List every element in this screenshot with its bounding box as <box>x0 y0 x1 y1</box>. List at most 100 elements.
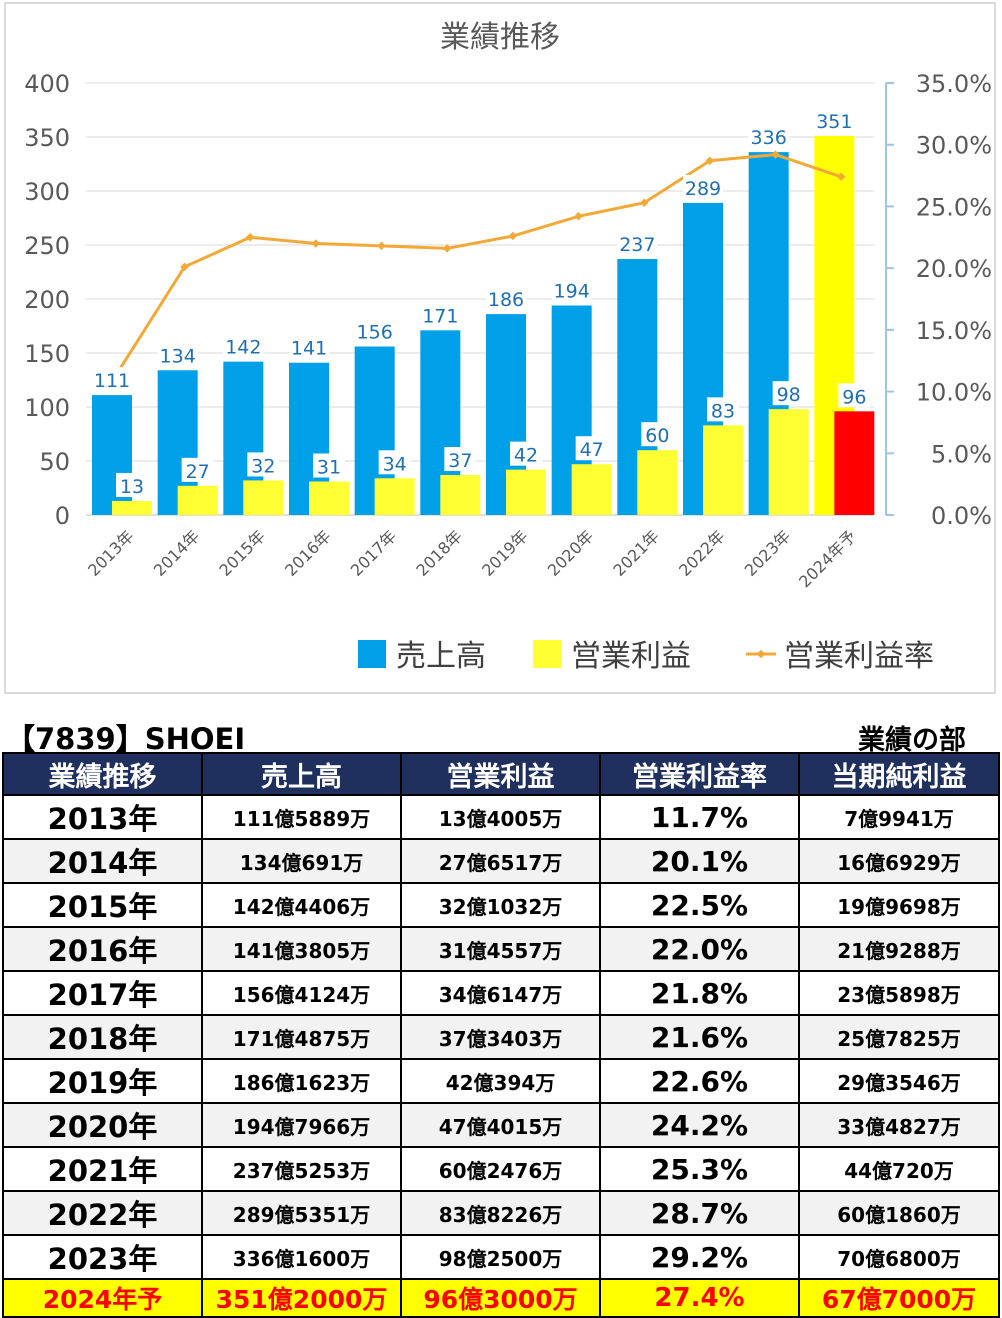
sales-data-label-bg <box>289 334 329 359</box>
operating-profit-data-label: 34 <box>383 453 407 475</box>
y-left-tick-label: 400 <box>24 70 70 98</box>
operating-profit-data-label-bg <box>510 441 542 466</box>
sales-data-label-bg <box>814 107 855 132</box>
operating-profit-bar <box>177 485 218 515</box>
operating-margin-point <box>311 239 321 248</box>
sales-data-label: 351 <box>816 111 852 133</box>
operating-margin-point <box>245 233 255 242</box>
x-tick-label: 2016年 <box>281 526 335 580</box>
table-row: 2014年 134億691万 27億6517万 20.1% 16億6929万 <box>2 838 1000 884</box>
y-right-tick-label: 30.0% <box>916 132 992 160</box>
y-left-tick-label: 50 <box>39 448 70 476</box>
net-income-cell: 23億5898万 <box>798 970 1000 1016</box>
sales-cell: 134億691万 <box>201 838 402 884</box>
operating-profit-cell: 37億3403万 <box>400 1014 601 1060</box>
sales-data-label: 171 <box>422 305 458 327</box>
net-income-cell: 44億720万 <box>798 1146 1000 1192</box>
net-income-cell: 67億7000万 <box>798 1278 1000 1318</box>
operating-profit-data-label: 60 <box>645 425 669 447</box>
section-label: 業績の部 <box>858 725 966 756</box>
operating-profit-data-label-bg <box>247 452 280 477</box>
sales-cell: 141億3805万 <box>201 926 402 972</box>
operating-profit-bar <box>440 475 481 515</box>
operating-margin-cell: 20.1% <box>599 838 800 884</box>
sales-data-label-bg <box>223 333 264 358</box>
operating-margin-cell: 22.6% <box>599 1058 800 1104</box>
operating-profit-data-label: 37 <box>448 450 472 472</box>
header-operating-margin: 営業利益率 <box>599 752 800 796</box>
operating-profit-bar <box>309 481 349 515</box>
x-tick-label: 2020年 <box>544 526 598 580</box>
operating-profit-cell: 31億4557万 <box>400 926 601 972</box>
y-right-tick-label: 20.0% <box>916 255 992 283</box>
sales-cell: 237億5253万 <box>201 1146 402 1192</box>
sales-cell: 336億1600万 <box>201 1234 402 1280</box>
table-row: 2018年 171億4875万 37億3403万 21.6% 25億7825万 <box>2 1014 1000 1060</box>
sales-cell: 351億2000万 <box>201 1278 402 1318</box>
sales-data-label-bg <box>486 286 526 311</box>
y-left-tick-label: 250 <box>24 232 70 260</box>
operating-margin-cell: 21.6% <box>599 1014 800 1060</box>
y-left-tick-label: 300 <box>24 178 70 206</box>
net-income-cell: 60億1860万 <box>798 1190 1000 1236</box>
x-tick-label: 2023年 <box>741 526 795 580</box>
year-cell: 2022年 <box>2 1190 203 1236</box>
company-ticker: 【7839】SHOEI <box>6 722 246 756</box>
x-tick-label: 2014年 <box>150 526 204 580</box>
x-tick-label: 2017年 <box>347 526 401 580</box>
table-row: 2021年 237億5253万 60億2476万 25.3% 44億720万 <box>2 1146 1000 1192</box>
header-operating-profit: 営業利益 <box>400 752 601 796</box>
operating-margin-point <box>574 212 583 221</box>
operating-profit-cell: 96億3000万 <box>400 1278 601 1318</box>
operating-profit-bar <box>637 450 678 515</box>
net-income-cell: 33億4827万 <box>798 1102 1000 1148</box>
sales-data-label-bg <box>551 277 592 302</box>
operating-margin-point <box>180 262 189 272</box>
y-left-tick-label: 100 <box>24 394 70 422</box>
operating-profit-data-label: 27 <box>186 461 210 483</box>
sales-data-label-bg <box>617 231 658 256</box>
y-right-tick-label: 5.0% <box>931 440 992 468</box>
net-income-cell: 19億9698万 <box>798 882 1000 928</box>
header-sales: 売上高 <box>201 752 402 796</box>
operating-profit-bar <box>243 480 284 515</box>
operating-profit-cell: 27億6517万 <box>400 838 601 884</box>
y-right-tick-label: 35.0% <box>916 70 992 98</box>
operating-profit-data-label: 83 <box>711 400 735 422</box>
x-tick-label: 2024年予 <box>795 526 860 591</box>
sales-cell: 111億5889万 <box>201 794 402 840</box>
sales-data-label: 237 <box>619 234 655 256</box>
legend-marker-operating-margin <box>756 649 766 659</box>
operating-profit-bar <box>703 425 743 515</box>
table-header-row: 業績推移 売上高 営業利益 営業利益率 当期純利益 <box>2 752 1000 796</box>
operating-profit-cell: 98億2500万 <box>400 1234 601 1280</box>
sales-data-label: 142 <box>225 337 261 359</box>
year-cell: 2013年 <box>2 794 203 840</box>
operating-profit-cell: 42億394万 <box>400 1058 601 1104</box>
x-tick-label: 2021年 <box>609 526 663 580</box>
net-income-cell: 29億3546万 <box>798 1058 1000 1104</box>
operating-profit-data-label: 32 <box>251 455 275 477</box>
operating-profit-data-label: 98 <box>777 384 801 406</box>
year-cell: 2017年 <box>2 970 203 1016</box>
sales-data-label: 156 <box>357 322 393 344</box>
sales-cell: 289億5351万 <box>201 1190 402 1236</box>
operating-profit-bar <box>571 464 612 515</box>
x-tick-label: 2013年 <box>84 526 138 580</box>
operating-margin-line <box>117 153 842 372</box>
legend-swatch-sales <box>358 640 386 668</box>
table-row: 2023年 336億1600万 98億2500万 29.2% 70億6800万 <box>2 1234 1000 1280</box>
table-row: 2024年予 351億2000万 96億3000万 27.4% 67億7000万 <box>2 1278 1000 1318</box>
operating-profit-data-label-bg <box>378 450 411 475</box>
operating-profit-bar <box>768 409 809 515</box>
y-left-tick-label: 150 <box>24 340 70 368</box>
operating-profit-data-label-bg <box>838 383 871 408</box>
net-income-cell: 25億7825万 <box>798 1014 1000 1060</box>
sales-data-label-bg <box>748 124 789 149</box>
year-cell: 2014年 <box>2 838 203 884</box>
operating-margin-cell: 29.2% <box>599 1234 800 1280</box>
chart-panel: 業績推移 0 50 100 150 200 250 300 350 400 0.0% 5.0% 10.0… <box>4 2 996 694</box>
sales-cell: 186億1623万 <box>201 1058 402 1104</box>
table-row: 2017年 156億4124万 34億6147万 21.8% 23億5898万 <box>2 970 1000 1016</box>
sales-data-label: 336 <box>751 127 787 149</box>
